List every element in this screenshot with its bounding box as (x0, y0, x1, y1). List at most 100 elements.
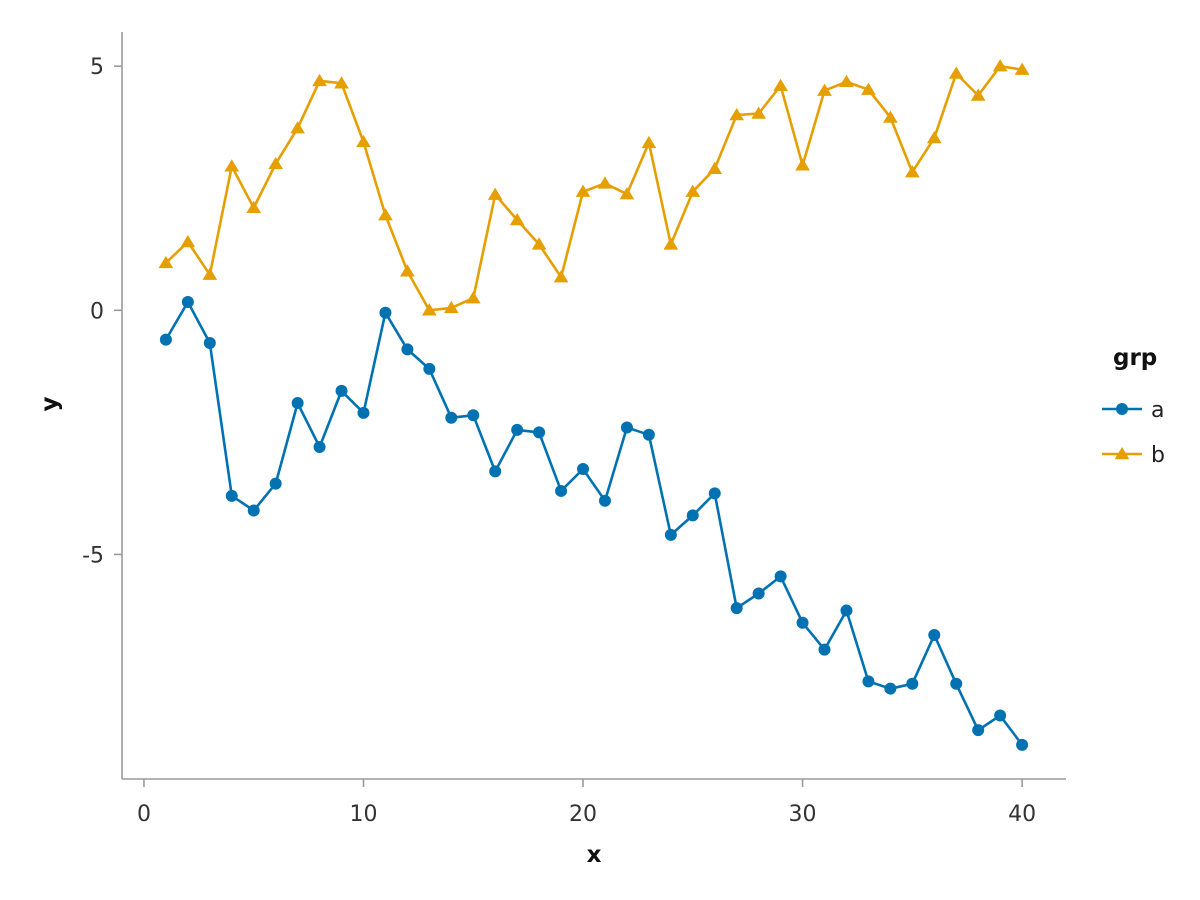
data-point-a (313, 441, 326, 453)
y-axis-title: y (37, 397, 63, 412)
x-tick-label: 30 (789, 802, 817, 827)
data-point-b (883, 110, 898, 123)
data-point-b (487, 187, 503, 200)
x-tick-label: 20 (569, 802, 597, 827)
data-point-a (577, 462, 590, 475)
data-point-b (1014, 62, 1030, 75)
series-line-b (165, 64, 1023, 312)
data-point-a (467, 409, 480, 422)
data-point-b (817, 83, 832, 96)
data-point-a (445, 411, 458, 424)
data-point-b (443, 300, 459, 314)
data-point-a (730, 602, 743, 615)
data-point-a (664, 528, 677, 541)
legend-marker-a (1116, 403, 1128, 415)
data-point-b (224, 159, 240, 172)
data-point-b (751, 106, 767, 119)
data-point-b (531, 237, 547, 250)
data-point-a (555, 484, 568, 497)
data-point-b (421, 303, 437, 316)
data-point-a (620, 421, 633, 434)
data-point-a (489, 465, 502, 478)
data-point-b (641, 135, 657, 149)
data-point-b (312, 73, 327, 87)
data-point-b (597, 176, 613, 189)
data-point-b (268, 156, 284, 170)
data-point-b (202, 267, 218, 280)
data-point-a (642, 428, 655, 441)
legend-item-a: a (1102, 398, 1164, 423)
y-tick-label: 5 (90, 55, 104, 80)
data-point-b (575, 184, 591, 197)
data-point-b (180, 234, 196, 248)
y-tick-label: 0 (90, 299, 104, 324)
data-point-a (511, 423, 524, 436)
data-point-b (509, 212, 525, 226)
data-point-a (1016, 738, 1029, 751)
series-line-a (164, 300, 1024, 746)
data-point-a (928, 628, 941, 641)
data-point-a (247, 504, 260, 517)
data-point-b (356, 134, 371, 148)
data-point-b (400, 264, 415, 277)
data-point-b (246, 200, 262, 214)
data-point-a (884, 682, 897, 695)
series-layer (158, 59, 1030, 751)
y-tick-label: -5 (82, 543, 104, 568)
data-point-b (619, 187, 635, 200)
legend-label-b: b (1151, 443, 1165, 468)
legend-label-a: a (1151, 398, 1164, 423)
data-point-a (401, 343, 414, 356)
data-point-a (379, 306, 392, 319)
data-point-a (181, 295, 194, 308)
data-point-a (335, 384, 348, 397)
data-point-a (972, 724, 985, 737)
x-tick-label: 10 (349, 802, 377, 827)
data-point-a (994, 709, 1007, 722)
x-tick-label: 0 (137, 802, 151, 827)
data-point-a (598, 494, 611, 507)
data-point-a (862, 675, 875, 688)
data-point-b (839, 74, 854, 88)
data-point-b (663, 237, 679, 250)
data-point-a (796, 616, 809, 629)
data-point-b (926, 130, 942, 144)
data-point-b (465, 291, 481, 304)
data-point-b (378, 208, 393, 221)
data-point-a (269, 477, 282, 490)
data-point-b (970, 88, 986, 101)
x-axis-title: x (587, 842, 602, 868)
data-point-b (158, 255, 174, 269)
data-point-b (685, 184, 701, 197)
series-a (159, 295, 1029, 751)
data-point-a (291, 397, 304, 410)
data-point-b (948, 66, 964, 79)
series-b (158, 59, 1030, 316)
data-point-a (203, 337, 216, 350)
data-point-b (553, 270, 569, 283)
legend: grp ab (1102, 345, 1165, 468)
data-point-a (686, 509, 699, 522)
data-point-a (708, 487, 721, 500)
data-point-a (906, 677, 919, 690)
data-point-b (795, 158, 810, 171)
legend-marker-b (1114, 447, 1130, 460)
x-tick-label: 40 (1008, 802, 1036, 827)
data-point-a (950, 677, 963, 690)
data-point-a (774, 570, 787, 583)
data-point-b (729, 108, 745, 121)
legend-item-b: b (1102, 443, 1165, 468)
data-point-a (159, 333, 172, 346)
data-point-a (533, 426, 546, 439)
data-point-b (334, 76, 349, 89)
data-point-b (861, 82, 876, 95)
data-point-a (818, 643, 831, 656)
data-point-a (423, 362, 436, 375)
legend-title: grp (1113, 345, 1157, 371)
data-point-a (357, 406, 370, 419)
data-point-b (992, 59, 1008, 72)
data-point-a (752, 587, 765, 600)
data-point-a (840, 604, 853, 617)
